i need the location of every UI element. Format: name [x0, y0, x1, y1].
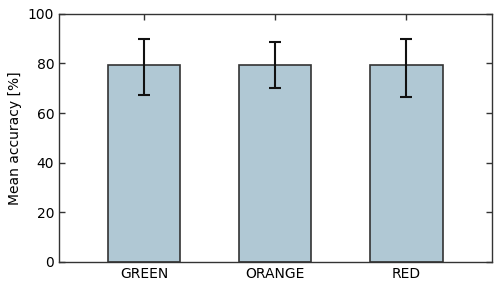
- Y-axis label: Mean accuracy [%]: Mean accuracy [%]: [8, 71, 22, 205]
- Bar: [108, 65, 180, 262]
- Bar: [370, 65, 442, 262]
- Bar: [240, 65, 312, 262]
